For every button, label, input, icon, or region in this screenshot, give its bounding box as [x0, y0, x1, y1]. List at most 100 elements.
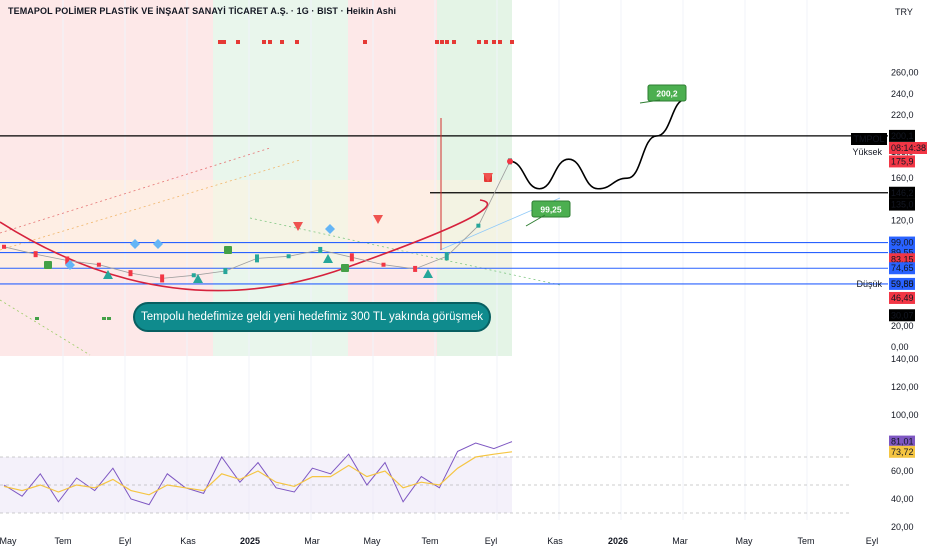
price-candle	[223, 268, 228, 275]
callout-pointer	[639, 99, 661, 104]
triangle-up	[193, 274, 203, 283]
top-flag	[492, 40, 496, 44]
axis-tag	[889, 291, 915, 304]
axis-tag	[889, 155, 915, 168]
price-candle	[65, 256, 70, 265]
price-candle	[128, 270, 133, 277]
y-tick-label: 240,0	[891, 89, 914, 99]
x-tick-label: Kas	[547, 536, 563, 546]
axis-tag	[889, 309, 915, 322]
level-word-label: Yüksek	[852, 147, 882, 157]
axis-tag	[889, 262, 915, 275]
rsi-axis-tag	[889, 435, 915, 448]
zone-bg-0	[0, 0, 213, 356]
price-candle	[33, 251, 38, 258]
top-flag	[484, 40, 488, 44]
top-flag	[477, 40, 481, 44]
price-candle	[476, 223, 481, 228]
price-candle	[318, 246, 323, 253]
diamond-marker	[153, 239, 163, 249]
y-tick-label: 160,0	[891, 173, 914, 183]
y-tick-label: 59,80	[891, 279, 914, 289]
rsi-y-tick-label: 40,00	[891, 494, 914, 504]
x-tick-label: Tem	[797, 536, 814, 546]
price-candle	[413, 265, 418, 272]
callout-label: 200,2	[656, 89, 678, 99]
top-flag	[280, 40, 284, 44]
y-tick-label: 20,00	[891, 321, 914, 331]
y-tick-label: 120,0	[891, 215, 914, 225]
triangle-down	[483, 173, 493, 182]
zone-bg-2	[348, 0, 437, 356]
top-flag	[222, 40, 226, 44]
y-tick-label: 46,49	[891, 293, 914, 303]
signal-marker	[44, 261, 52, 269]
signal-marker	[224, 246, 232, 254]
top-flag	[498, 40, 502, 44]
top-flag	[435, 40, 439, 44]
top-flag	[510, 40, 514, 44]
projection-path	[509, 98, 687, 190]
y-tick-label: 175,9	[891, 156, 914, 166]
axis-tag	[889, 277, 915, 290]
axis-tag	[889, 186, 915, 199]
diamond-marker	[325, 224, 335, 234]
countdown-bg	[889, 142, 927, 154]
triangle-down	[293, 222, 303, 231]
symbol-tag-bg	[851, 133, 887, 145]
x-tick-label: 2026	[608, 536, 628, 546]
axis-tag	[889, 236, 915, 249]
price-candle	[2, 244, 6, 249]
y-tick-label: 200,1	[891, 131, 914, 141]
x-tick-label: Mar	[672, 536, 688, 546]
callout-box	[531, 200, 571, 218]
top-flag	[262, 40, 266, 44]
countdown-label: 08:14:38	[891, 143, 926, 153]
top-flag	[218, 40, 222, 44]
x-tick-label: Kas	[180, 536, 196, 546]
x-tick-label: May	[363, 536, 381, 546]
rsi-y-tick-label: 73,72	[891, 447, 914, 457]
x-tick-label: Tem	[54, 536, 71, 546]
y-tick-label: 30,07	[891, 310, 914, 320]
price-candle	[160, 274, 165, 283]
x-tick-label: Tem	[421, 536, 438, 546]
top-flag	[295, 40, 299, 44]
callout-label: 99,25	[540, 205, 562, 215]
top-flag	[268, 40, 272, 44]
rsi-axis-tag	[889, 445, 915, 458]
price-candle	[381, 262, 386, 267]
y-tick-label: 260,00	[891, 68, 919, 78]
zone-bg-3	[437, 0, 512, 356]
y-tick-label: 146,2	[891, 188, 914, 198]
currency-label: TRY	[895, 7, 913, 17]
axis-tag	[889, 198, 915, 211]
annotation-text: Tempolu hedefimize geldi yeni hedefimiz …	[141, 311, 483, 323]
y-tick-label: 89,55	[891, 248, 914, 258]
rsi-y-tick-label: 140,00	[891, 354, 919, 364]
x-tick-label: Mar	[304, 536, 320, 546]
callout-box	[647, 84, 687, 102]
triangle-up	[423, 269, 433, 278]
triangle-up	[103, 270, 113, 279]
price-candle	[349, 253, 354, 262]
y-tick-label: 74,65	[891, 263, 914, 273]
x-tick-label: May	[735, 536, 753, 546]
top-flag	[440, 40, 444, 44]
diamond-marker	[65, 260, 75, 270]
top-flag	[445, 40, 449, 44]
annotation-callout: Tempolu hedefimize geldi yeni hedefimiz …	[133, 302, 491, 332]
x-tick-label: Eyl	[485, 536, 498, 546]
y-tick-label: 59,55	[891, 279, 914, 289]
trend-dotted-1	[0, 147, 271, 234]
x-tick-label: Eyl	[866, 536, 879, 546]
top-flag	[452, 40, 456, 44]
level-word-label: Düşük	[856, 279, 882, 289]
bottom-flag	[35, 317, 39, 320]
zone-bg-1	[213, 0, 348, 356]
price-candle	[444, 252, 449, 261]
y-tick-label: 99,00	[891, 238, 914, 248]
signal-marker	[341, 264, 349, 272]
triangle-down	[373, 215, 383, 224]
